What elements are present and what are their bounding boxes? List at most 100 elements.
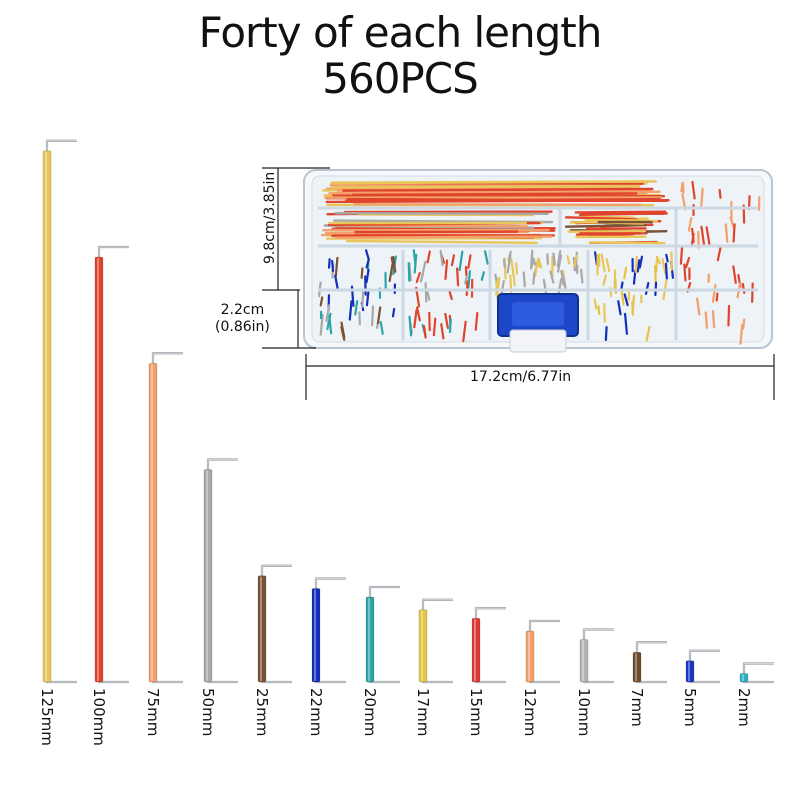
box-wire [718,188,722,199]
wire-length-label: 100mm [89,688,109,758]
box-wire [632,269,637,285]
jumper-wire [42,139,77,684]
box-wire [413,253,418,274]
box-wire [331,259,335,273]
box-wire [415,306,421,322]
box-wire [564,216,638,221]
box-depth-in: (0.86in) [215,319,270,335]
box-wire [532,272,536,285]
wire-length-text: 125mm [38,688,56,746]
box-wire [456,267,460,287]
wire-sleeve [148,362,158,683]
wire-length-text: 22mm [307,688,325,737]
wire-sleeve-shine [368,598,370,681]
box-depth-label: 2.2cm (0.86in) [215,302,270,336]
box-wire [334,211,549,215]
box-wire [419,273,424,283]
wire-length-label: 2mm [734,688,754,758]
box-wire [458,250,464,272]
wire-length-text: 25mm [253,688,271,737]
box-wire [326,312,332,331]
box-wire [319,313,324,336]
box-wire [365,291,370,307]
box-wire [353,203,642,207]
storage-box [303,169,773,353]
box-wire [325,199,670,204]
box-wire [357,213,535,217]
box-wire [536,258,541,268]
wire-length-label: 75mm [143,688,163,758]
box-wire [716,245,722,262]
wire-sleeve-shine [635,653,637,681]
wire-lead [474,607,506,684]
box-wire [732,265,737,284]
box-wire [534,260,539,277]
box-wire [467,270,472,292]
wire-length-label: 20mm [360,688,380,758]
wire-length-label: 15mm [466,688,486,758]
box-wire [600,253,606,273]
dimension-lines [262,167,775,400]
box-wire [426,250,431,264]
jumper-wire [203,458,238,684]
wire-length-text: 5mm [681,688,699,727]
box-wire [560,269,565,287]
box-wire [423,325,427,339]
box-wire [711,284,717,303]
box-wire [557,278,563,297]
wire-sleeve [42,150,52,683]
box-wire [371,305,375,327]
wire-lead [635,641,667,684]
wire-length-label: 12mm [520,688,540,758]
box-wire [636,259,641,273]
wire-lead-highlight [422,599,453,683]
box-wire [408,315,413,337]
box-contents [318,180,761,345]
wire-sleeve-shine [97,258,99,681]
jumper-wire [471,607,506,684]
wire-lead-highlight [369,586,400,683]
wire-sleeve [632,651,642,683]
wire-sleeve [311,588,321,683]
box-wire [711,310,716,329]
wire-sleeve [94,256,104,683]
box-wire [623,293,629,307]
jumper-wire [94,245,129,684]
wire-sleeve-shine [260,576,262,681]
box-wire [684,256,691,269]
wire-sleeve-shine [688,661,690,681]
box-wire [444,312,449,330]
box-wire [448,289,453,301]
box-wire [354,300,359,316]
wire-lead-highlight [152,352,183,683]
box-wire [379,321,384,335]
box-wire [705,226,711,246]
box-wire [439,249,444,267]
box-wire [465,280,469,297]
box-wire [579,215,635,219]
box-wire [700,225,706,247]
box-wire [407,262,411,282]
box-wire [580,268,584,284]
box-wire [593,298,598,310]
wire-lead-highlight [207,459,238,683]
jumper-wire [365,585,400,684]
wire-length-label: 10mm [574,688,594,758]
jumper-wire [418,598,453,684]
box-wire [360,267,364,279]
box-wire [330,184,640,189]
box-wire [327,258,331,269]
box-wire [687,216,693,232]
box-wire [364,249,370,261]
box-wire [605,257,611,273]
box-wire [623,312,629,335]
box-wire [604,325,608,342]
box-wire [415,271,421,284]
box-wire [342,187,654,192]
wire-sleeve-shine [314,589,316,681]
wire-lead-highlight [98,246,129,683]
box-wire [464,276,468,285]
compartment-dividers [318,206,758,340]
box-latch [497,293,579,353]
